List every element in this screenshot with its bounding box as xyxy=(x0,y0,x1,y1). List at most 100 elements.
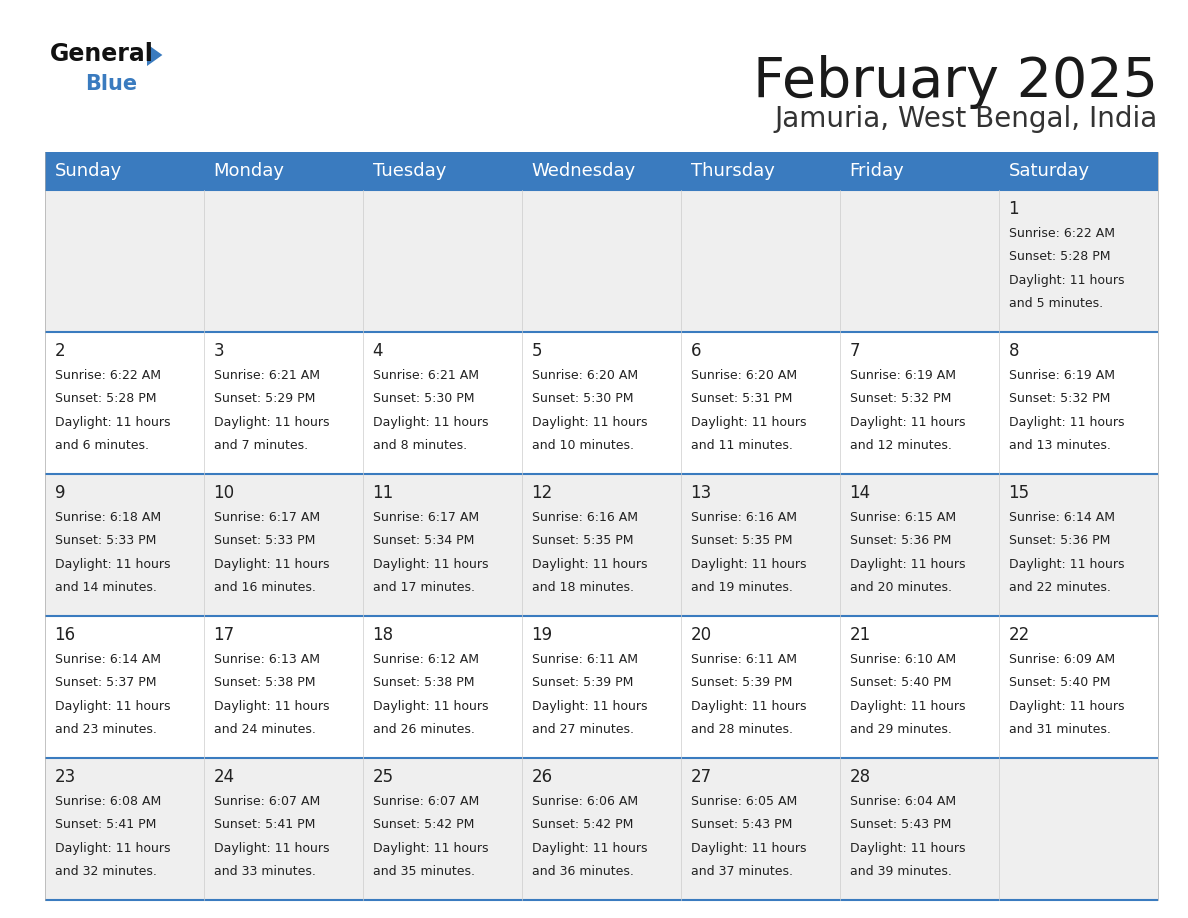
Text: Jamuria, West Bengal, India: Jamuria, West Bengal, India xyxy=(775,105,1158,133)
Text: 20: 20 xyxy=(690,626,712,644)
Text: Sunrise: 6:07 AM: Sunrise: 6:07 AM xyxy=(214,795,320,808)
Text: and 18 minutes.: and 18 minutes. xyxy=(531,581,633,594)
Bar xyxy=(45,758,1158,900)
Text: and 26 minutes.: and 26 minutes. xyxy=(373,723,474,736)
Text: and 31 minutes.: and 31 minutes. xyxy=(1009,723,1111,736)
Text: February 2025: February 2025 xyxy=(753,55,1158,109)
Text: Sunrise: 6:06 AM: Sunrise: 6:06 AM xyxy=(531,795,638,808)
Text: 8: 8 xyxy=(1009,341,1019,360)
Text: and 32 minutes.: and 32 minutes. xyxy=(55,865,157,879)
Text: Sunrise: 6:11 AM: Sunrise: 6:11 AM xyxy=(690,653,796,666)
Bar xyxy=(364,152,522,190)
Text: Sunrise: 6:07 AM: Sunrise: 6:07 AM xyxy=(373,795,479,808)
Text: Daylight: 11 hours: Daylight: 11 hours xyxy=(1009,558,1124,571)
Text: Daylight: 11 hours: Daylight: 11 hours xyxy=(690,558,805,571)
Text: Blue: Blue xyxy=(86,74,137,94)
Text: Sunset: 5:36 PM: Sunset: 5:36 PM xyxy=(849,534,950,547)
Text: Sunset: 5:28 PM: Sunset: 5:28 PM xyxy=(55,392,156,406)
Text: 14: 14 xyxy=(849,484,871,502)
Text: Daylight: 11 hours: Daylight: 11 hours xyxy=(55,558,170,571)
Text: Sunset: 5:29 PM: Sunset: 5:29 PM xyxy=(214,392,315,406)
Bar xyxy=(204,152,364,190)
Text: Daylight: 11 hours: Daylight: 11 hours xyxy=(55,416,170,429)
Text: Daylight: 11 hours: Daylight: 11 hours xyxy=(849,700,965,712)
Text: 21: 21 xyxy=(849,626,871,644)
Text: 4: 4 xyxy=(373,341,383,360)
Text: Daylight: 11 hours: Daylight: 11 hours xyxy=(690,842,805,855)
Text: Sunrise: 6:22 AM: Sunrise: 6:22 AM xyxy=(55,369,160,382)
Text: Daylight: 11 hours: Daylight: 11 hours xyxy=(214,416,329,429)
Text: Sunrise: 6:17 AM: Sunrise: 6:17 AM xyxy=(373,511,479,524)
Text: 15: 15 xyxy=(1009,484,1030,502)
Text: 25: 25 xyxy=(373,768,393,786)
Text: Sunset: 5:28 PM: Sunset: 5:28 PM xyxy=(1009,251,1110,263)
Text: and 22 minutes.: and 22 minutes. xyxy=(1009,581,1111,594)
Text: Sunset: 5:33 PM: Sunset: 5:33 PM xyxy=(214,534,315,547)
Text: Sunrise: 6:13 AM: Sunrise: 6:13 AM xyxy=(214,653,320,666)
Text: Sunset: 5:43 PM: Sunset: 5:43 PM xyxy=(849,818,950,832)
Text: Sunrise: 6:14 AM: Sunrise: 6:14 AM xyxy=(1009,511,1114,524)
Bar xyxy=(45,152,204,190)
Text: 17: 17 xyxy=(214,626,235,644)
Text: Sunset: 5:40 PM: Sunset: 5:40 PM xyxy=(1009,677,1110,689)
Text: and 5 minutes.: and 5 minutes. xyxy=(1009,297,1102,310)
Text: Sunset: 5:38 PM: Sunset: 5:38 PM xyxy=(214,677,315,689)
Text: Daylight: 11 hours: Daylight: 11 hours xyxy=(1009,416,1124,429)
Text: Daylight: 11 hours: Daylight: 11 hours xyxy=(373,558,488,571)
Bar xyxy=(681,152,840,190)
Text: and 33 minutes.: and 33 minutes. xyxy=(214,865,316,879)
Text: Sunrise: 6:12 AM: Sunrise: 6:12 AM xyxy=(373,653,479,666)
Text: and 39 minutes.: and 39 minutes. xyxy=(849,865,952,879)
Text: Tuesday: Tuesday xyxy=(373,162,446,180)
Text: Sunset: 5:35 PM: Sunset: 5:35 PM xyxy=(531,534,633,547)
Text: 2: 2 xyxy=(55,341,65,360)
Text: and 6 minutes.: and 6 minutes. xyxy=(55,439,148,453)
Text: and 17 minutes.: and 17 minutes. xyxy=(373,581,474,594)
Text: 23: 23 xyxy=(55,768,76,786)
Text: Sunrise: 6:16 AM: Sunrise: 6:16 AM xyxy=(531,511,638,524)
Text: Sunrise: 6:15 AM: Sunrise: 6:15 AM xyxy=(849,511,955,524)
Text: Sunset: 5:30 PM: Sunset: 5:30 PM xyxy=(531,392,633,406)
Text: 27: 27 xyxy=(690,768,712,786)
Text: Sunset: 5:31 PM: Sunset: 5:31 PM xyxy=(690,392,792,406)
Text: Sunrise: 6:20 AM: Sunrise: 6:20 AM xyxy=(531,369,638,382)
Text: Daylight: 11 hours: Daylight: 11 hours xyxy=(849,416,965,429)
Text: and 36 minutes.: and 36 minutes. xyxy=(531,865,633,879)
Text: 11: 11 xyxy=(373,484,393,502)
Polygon shape xyxy=(147,44,163,66)
Text: Sunrise: 6:21 AM: Sunrise: 6:21 AM xyxy=(214,369,320,382)
Text: 24: 24 xyxy=(214,768,235,786)
Text: Sunrise: 6:05 AM: Sunrise: 6:05 AM xyxy=(690,795,797,808)
Text: 22: 22 xyxy=(1009,626,1030,644)
Text: Daylight: 11 hours: Daylight: 11 hours xyxy=(690,700,805,712)
Text: and 7 minutes.: and 7 minutes. xyxy=(214,439,308,453)
Text: Daylight: 11 hours: Daylight: 11 hours xyxy=(373,416,488,429)
Text: and 20 minutes.: and 20 minutes. xyxy=(849,581,952,594)
Text: Sunrise: 6:18 AM: Sunrise: 6:18 AM xyxy=(55,511,160,524)
Text: Sunset: 5:41 PM: Sunset: 5:41 PM xyxy=(55,818,156,832)
Text: Daylight: 11 hours: Daylight: 11 hours xyxy=(531,842,647,855)
Text: Sunrise: 6:16 AM: Sunrise: 6:16 AM xyxy=(690,511,796,524)
Text: 28: 28 xyxy=(849,768,871,786)
Text: 16: 16 xyxy=(55,626,76,644)
Text: Sunset: 5:32 PM: Sunset: 5:32 PM xyxy=(1009,392,1110,406)
Text: Daylight: 11 hours: Daylight: 11 hours xyxy=(531,700,647,712)
Text: Sunset: 5:34 PM: Sunset: 5:34 PM xyxy=(373,534,474,547)
Text: Sunset: 5:43 PM: Sunset: 5:43 PM xyxy=(690,818,792,832)
Text: and 8 minutes.: and 8 minutes. xyxy=(373,439,467,453)
Bar xyxy=(522,152,681,190)
Text: and 28 minutes.: and 28 minutes. xyxy=(690,723,792,736)
Bar xyxy=(45,474,1158,616)
Text: 6: 6 xyxy=(690,341,701,360)
Text: and 37 minutes.: and 37 minutes. xyxy=(690,865,792,879)
Text: and 24 minutes.: and 24 minutes. xyxy=(214,723,316,736)
Text: Friday: Friday xyxy=(849,162,904,180)
Text: Sunset: 5:35 PM: Sunset: 5:35 PM xyxy=(690,534,792,547)
Text: Sunday: Sunday xyxy=(55,162,122,180)
Text: Daylight: 11 hours: Daylight: 11 hours xyxy=(849,558,965,571)
Text: Sunrise: 6:14 AM: Sunrise: 6:14 AM xyxy=(55,653,160,666)
Text: Thursday: Thursday xyxy=(690,162,775,180)
Text: Daylight: 11 hours: Daylight: 11 hours xyxy=(373,700,488,712)
Text: 26: 26 xyxy=(531,768,552,786)
Text: and 19 minutes.: and 19 minutes. xyxy=(690,581,792,594)
